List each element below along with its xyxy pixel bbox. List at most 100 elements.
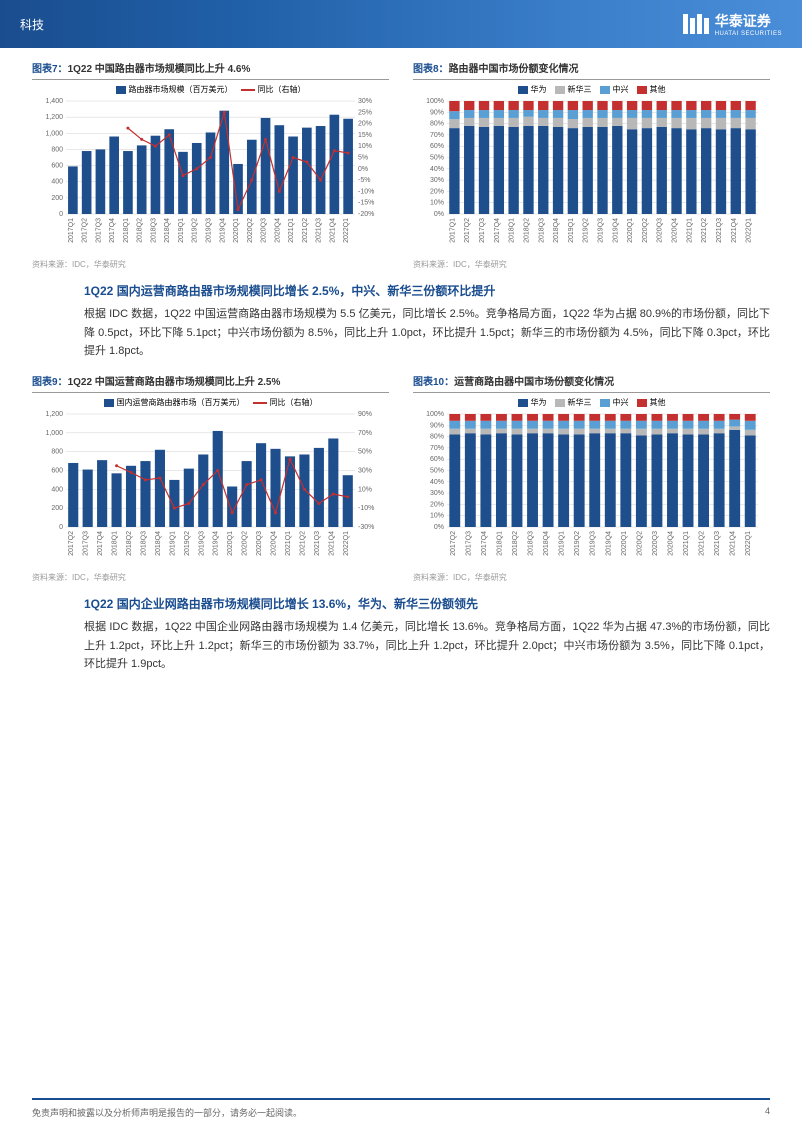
header-category: 科技: [20, 16, 44, 33]
svg-text:2021Q4: 2021Q4: [329, 218, 336, 243]
svg-text:-20%: -20%: [358, 211, 374, 218]
svg-text:2020Q3: 2020Q3: [256, 531, 263, 556]
svg-text:1,200: 1,200: [45, 411, 63, 418]
svg-text:2020Q1: 2020Q1: [227, 531, 234, 556]
svg-text:600: 600: [51, 468, 63, 475]
svg-text:200: 200: [51, 505, 63, 512]
svg-text:2019Q3: 2019Q3: [590, 531, 597, 556]
svg-text:20%: 20%: [358, 121, 372, 128]
section1-body: 根据 IDC 数据，1Q22 中国运营商路由器市场规模为 5.5 亿美元，同比增…: [84, 305, 770, 361]
svg-text:40%: 40%: [430, 479, 444, 486]
svg-text:50%: 50%: [358, 449, 372, 456]
svg-text:50%: 50%: [430, 155, 444, 162]
svg-text:2020Q4: 2020Q4: [274, 218, 281, 243]
svg-text:-10%: -10%: [358, 505, 374, 512]
svg-text:2018Q3: 2018Q3: [538, 218, 545, 243]
svg-text:2021Q4: 2021Q4: [328, 531, 335, 556]
svg-text:20%: 20%: [430, 501, 444, 508]
svg-text:2020Q2: 2020Q2: [242, 531, 249, 556]
svg-text:2020Q3: 2020Q3: [261, 218, 268, 243]
svg-text:2022Q1: 2022Q1: [343, 218, 350, 243]
svg-text:2018Q1: 2018Q1: [496, 531, 503, 556]
chart9-source: 资料来源：IDC，华泰研究: [32, 572, 389, 583]
brand-name-en: HUATAI SECURITIES: [715, 31, 782, 37]
chart8-svg: 0%10%20%30%40%50%60%70%80%90%100%2017Q12…: [413, 97, 770, 252]
svg-text:30%: 30%: [430, 177, 444, 184]
svg-text:2021Q1: 2021Q1: [683, 531, 690, 556]
svg-text:2017Q4: 2017Q4: [109, 218, 116, 243]
svg-text:2019Q1: 2019Q1: [559, 531, 566, 556]
svg-text:2022Q1: 2022Q1: [745, 531, 752, 556]
svg-text:2021Q2: 2021Q2: [299, 531, 306, 556]
svg-text:-30%: -30%: [358, 524, 374, 531]
brand-name-cn: 华泰证券: [715, 11, 782, 31]
svg-text:2021Q2: 2021Q2: [701, 218, 708, 243]
chart7-title-text: 1Q22 中国路由器市场规模同比上升 4.6%: [68, 64, 251, 75]
brand-logo: 华泰证券 HUATAI SECURITIES: [683, 11, 782, 37]
svg-text:2019Q1: 2019Q1: [169, 531, 176, 556]
chart10-title-text: 运营商路由器中国市场份额变化情况: [454, 377, 614, 388]
svg-text:1,400: 1,400: [45, 98, 63, 105]
svg-text:2019Q4: 2019Q4: [219, 218, 226, 243]
svg-text:2022Q1: 2022Q1: [746, 218, 753, 243]
svg-text:200: 200: [51, 195, 63, 202]
chart7-legend-bar: 路由器市场规模（百万美元）: [129, 84, 233, 95]
chart9-legend-bar: 国内运营商路由器市场（百万美元）: [117, 397, 245, 408]
svg-text:1,000: 1,000: [45, 130, 63, 137]
chart10-source: 资料来源：IDC，华泰研究: [413, 572, 770, 583]
svg-text:2018Q2: 2018Q2: [137, 218, 144, 243]
svg-text:60%: 60%: [430, 456, 444, 463]
svg-text:2021Q1: 2021Q1: [285, 531, 292, 556]
svg-text:2017Q3: 2017Q3: [465, 531, 472, 556]
chart8-title-num: 图表8：: [413, 64, 449, 75]
svg-text:2020Q3: 2020Q3: [652, 531, 659, 556]
chart7-source: 资料来源：IDC，华泰研究: [32, 259, 389, 270]
svg-text:2021Q3: 2021Q3: [314, 531, 321, 556]
logo-icon: [683, 14, 709, 34]
svg-text:0%: 0%: [434, 211, 444, 218]
svg-text:600: 600: [51, 163, 63, 170]
svg-text:2020Q3: 2020Q3: [657, 218, 664, 243]
svg-text:2018Q1: 2018Q1: [123, 218, 130, 243]
chart10-svg: 0%10%20%30%40%50%60%70%80%90%100%2017Q22…: [413, 410, 770, 565]
svg-text:2020Q1: 2020Q1: [233, 218, 240, 243]
chart7-block: 图表7：1Q22 中国路由器市场规模同比上升 4.6% 路由器市场规模（百万美元…: [32, 60, 389, 270]
svg-text:2021Q3: 2021Q3: [316, 218, 323, 243]
svg-text:0%: 0%: [434, 524, 444, 531]
svg-text:2022Q1: 2022Q1: [343, 531, 350, 556]
svg-text:2020Q1: 2020Q1: [621, 531, 628, 556]
section1-heading: 1Q22 国内运营商路由器市场规模同比增长 2.5%，中兴、新华三份额环比提升: [84, 282, 770, 299]
chart9-legend-line: 同比（右轴）: [270, 397, 318, 408]
svg-text:400: 400: [51, 179, 63, 186]
svg-text:2017Q1: 2017Q1: [68, 218, 75, 243]
svg-text:2017Q1: 2017Q1: [449, 218, 456, 243]
svg-text:2018Q4: 2018Q4: [553, 218, 560, 243]
chart8-block: 图表8：路由器中国市场份额变化情况 华为新华三中兴其他 0%10%20%30%4…: [413, 60, 770, 270]
chart7-legend-line: 同比（右轴）: [258, 84, 306, 95]
svg-text:80%: 80%: [430, 121, 444, 128]
chart8-source: 资料来源：IDC，华泰研究: [413, 259, 770, 270]
svg-text:2021Q3: 2021Q3: [716, 218, 723, 243]
svg-text:2019Q4: 2019Q4: [612, 218, 619, 243]
svg-text:2019Q1: 2019Q1: [568, 218, 575, 243]
page-number: 4: [765, 1106, 770, 1119]
svg-text:2019Q2: 2019Q2: [583, 218, 590, 243]
svg-text:2018Q1: 2018Q1: [509, 218, 516, 243]
chart-row-2: 图表9：1Q22 中国运营商路由器市场规模同比上升 2.5% 国内运营商路由器市…: [32, 373, 770, 583]
svg-text:2017Q2: 2017Q2: [68, 531, 75, 556]
svg-text:0: 0: [59, 524, 63, 531]
svg-text:2020Q2: 2020Q2: [642, 218, 649, 243]
svg-text:2020Q4: 2020Q4: [667, 531, 674, 556]
svg-text:2019Q4: 2019Q4: [605, 531, 612, 556]
svg-text:2018Q3: 2018Q3: [140, 531, 147, 556]
svg-text:30%: 30%: [358, 468, 372, 475]
svg-text:2021Q2: 2021Q2: [699, 531, 706, 556]
svg-text:100%: 100%: [426, 411, 444, 418]
page-header: 科技 华泰证券 HUATAI SECURITIES: [0, 0, 802, 48]
svg-text:2018Q4: 2018Q4: [155, 531, 162, 556]
svg-text:40%: 40%: [430, 166, 444, 173]
svg-text:2020Q4: 2020Q4: [672, 218, 679, 243]
svg-text:-10%: -10%: [358, 188, 374, 195]
svg-text:50%: 50%: [430, 468, 444, 475]
svg-text:70%: 70%: [430, 445, 444, 452]
